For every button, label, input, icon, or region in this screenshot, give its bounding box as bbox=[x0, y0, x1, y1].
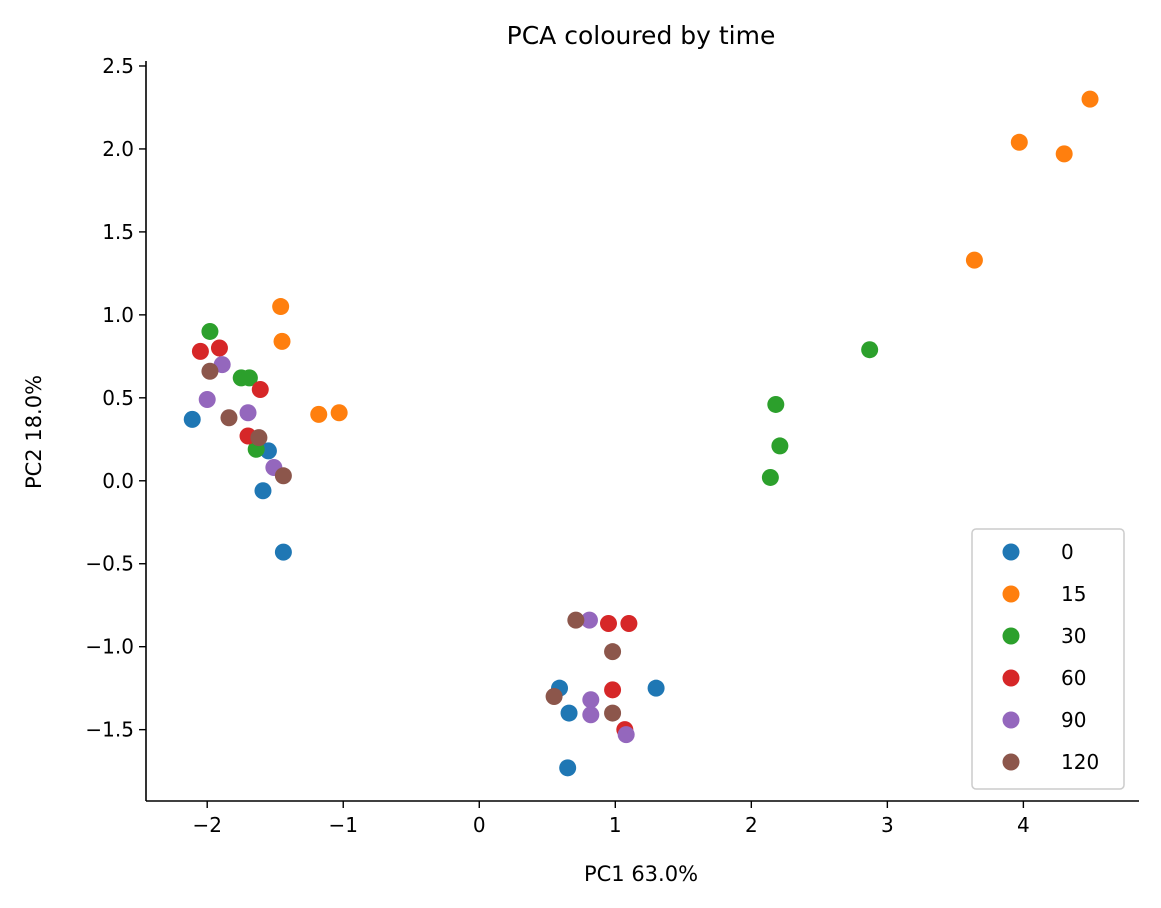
data-point-series-15 bbox=[330, 404, 348, 422]
data-point-series-120 bbox=[274, 467, 292, 485]
data-point-series-30 bbox=[201, 322, 219, 340]
y-tick-label: −1.0 bbox=[85, 635, 134, 659]
data-point-series-120 bbox=[250, 429, 268, 447]
legend-label: 15 bbox=[1061, 582, 1086, 606]
data-point-series-15 bbox=[1010, 133, 1028, 151]
data-point-series-60 bbox=[191, 342, 209, 360]
data-point-series-90 bbox=[239, 404, 257, 422]
data-point-series-120 bbox=[567, 611, 585, 629]
data-point-series-90 bbox=[582, 706, 600, 724]
legend: 0 15 30 60 90 120 bbox=[971, 528, 1125, 790]
x-tick-label: −1 bbox=[328, 813, 357, 837]
legend-label: 30 bbox=[1061, 624, 1086, 648]
legend-label: 120 bbox=[1061, 750, 1099, 774]
data-point-series-30 bbox=[861, 341, 879, 359]
data-point-series-60 bbox=[599, 614, 617, 632]
y-ticks: −1.5 −1.0 −0.5 0.0 0.5 1.0 1.5 2.0 2.5 bbox=[85, 54, 146, 742]
data-point-series-90 bbox=[198, 390, 216, 408]
legend-label: 60 bbox=[1061, 666, 1086, 690]
data-point-series-60 bbox=[620, 614, 638, 632]
data-point-series-0 bbox=[254, 482, 272, 500]
legend-box bbox=[971, 528, 1125, 790]
data-point-series-15 bbox=[310, 405, 328, 423]
data-point-series-0 bbox=[559, 759, 577, 777]
data-point-series-0 bbox=[183, 410, 201, 428]
data-points bbox=[183, 90, 1099, 777]
data-point-series-60 bbox=[251, 381, 269, 399]
data-point-series-30 bbox=[767, 395, 785, 413]
data-point-series-15 bbox=[1055, 145, 1073, 163]
chart-title: PCA coloured by time bbox=[507, 21, 776, 50]
y-tick-label: 0.0 bbox=[102, 469, 134, 493]
x-axis-label: PC1 63.0% bbox=[584, 862, 698, 886]
data-point-series-90 bbox=[580, 611, 598, 629]
data-point-series-120 bbox=[201, 362, 219, 380]
y-tick-label: 1.0 bbox=[102, 303, 134, 327]
plot-area: −2 −1 0 1 2 3 4 −1.5 −1.0 −0.5 0.0 0.5 1.0 1.5 2.0 2.5 bbox=[85, 54, 1139, 837]
legend-marker bbox=[1002, 753, 1020, 771]
legend-marker bbox=[1002, 711, 1020, 729]
data-point-series-120 bbox=[604, 643, 622, 661]
x-tick-label: 0 bbox=[473, 813, 486, 837]
data-point-series-120 bbox=[220, 409, 238, 427]
x-tick-label: 2 bbox=[745, 813, 758, 837]
data-point-series-60 bbox=[604, 681, 622, 699]
y-tick-label: −1.5 bbox=[85, 718, 134, 742]
data-point-series-15 bbox=[1081, 90, 1099, 108]
y-tick-label: −0.5 bbox=[85, 552, 134, 576]
legend-label: 0 bbox=[1061, 540, 1074, 564]
y-tick-label: 1.5 bbox=[102, 220, 134, 244]
data-point-series-15 bbox=[965, 251, 983, 269]
data-point-series-0 bbox=[647, 679, 665, 697]
data-point-series-15 bbox=[272, 298, 290, 316]
x-tick-label: 3 bbox=[881, 813, 894, 837]
data-point-series-90 bbox=[582, 691, 600, 709]
data-point-series-120 bbox=[604, 704, 622, 722]
x-tick-label: 1 bbox=[609, 813, 622, 837]
data-point-series-15 bbox=[273, 332, 291, 350]
data-point-series-30 bbox=[771, 437, 789, 455]
x-ticks: −2 −1 0 1 2 3 4 bbox=[192, 801, 1030, 837]
data-point-series-0 bbox=[274, 543, 292, 561]
x-tick-label: −2 bbox=[192, 813, 221, 837]
legend-marker bbox=[1002, 669, 1020, 687]
legend-label: 90 bbox=[1061, 708, 1086, 732]
y-tick-label: 2.0 bbox=[102, 137, 134, 161]
legend-marker bbox=[1002, 585, 1020, 603]
data-point-series-30 bbox=[240, 369, 258, 387]
data-point-series-30 bbox=[761, 468, 779, 486]
data-point-series-120 bbox=[545, 687, 563, 705]
y-axis-label: PC2 18.0% bbox=[22, 375, 46, 489]
data-point-series-90 bbox=[617, 726, 635, 744]
y-tick-label: 0.5 bbox=[102, 386, 134, 410]
x-tick-label: 4 bbox=[1017, 813, 1030, 837]
data-point-series-60 bbox=[210, 339, 228, 357]
legend-marker bbox=[1002, 627, 1020, 645]
legend-items: 0 15 30 60 90 120 bbox=[1002, 540, 1099, 774]
legend-marker bbox=[1002, 543, 1020, 561]
data-point-series-0 bbox=[560, 704, 578, 722]
y-tick-label: 2.5 bbox=[102, 54, 134, 78]
